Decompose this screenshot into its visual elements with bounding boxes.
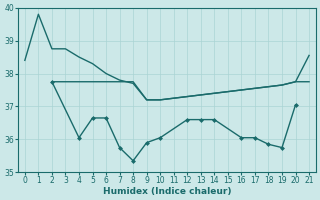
X-axis label: Humidex (Indice chaleur): Humidex (Indice chaleur) <box>103 187 231 196</box>
